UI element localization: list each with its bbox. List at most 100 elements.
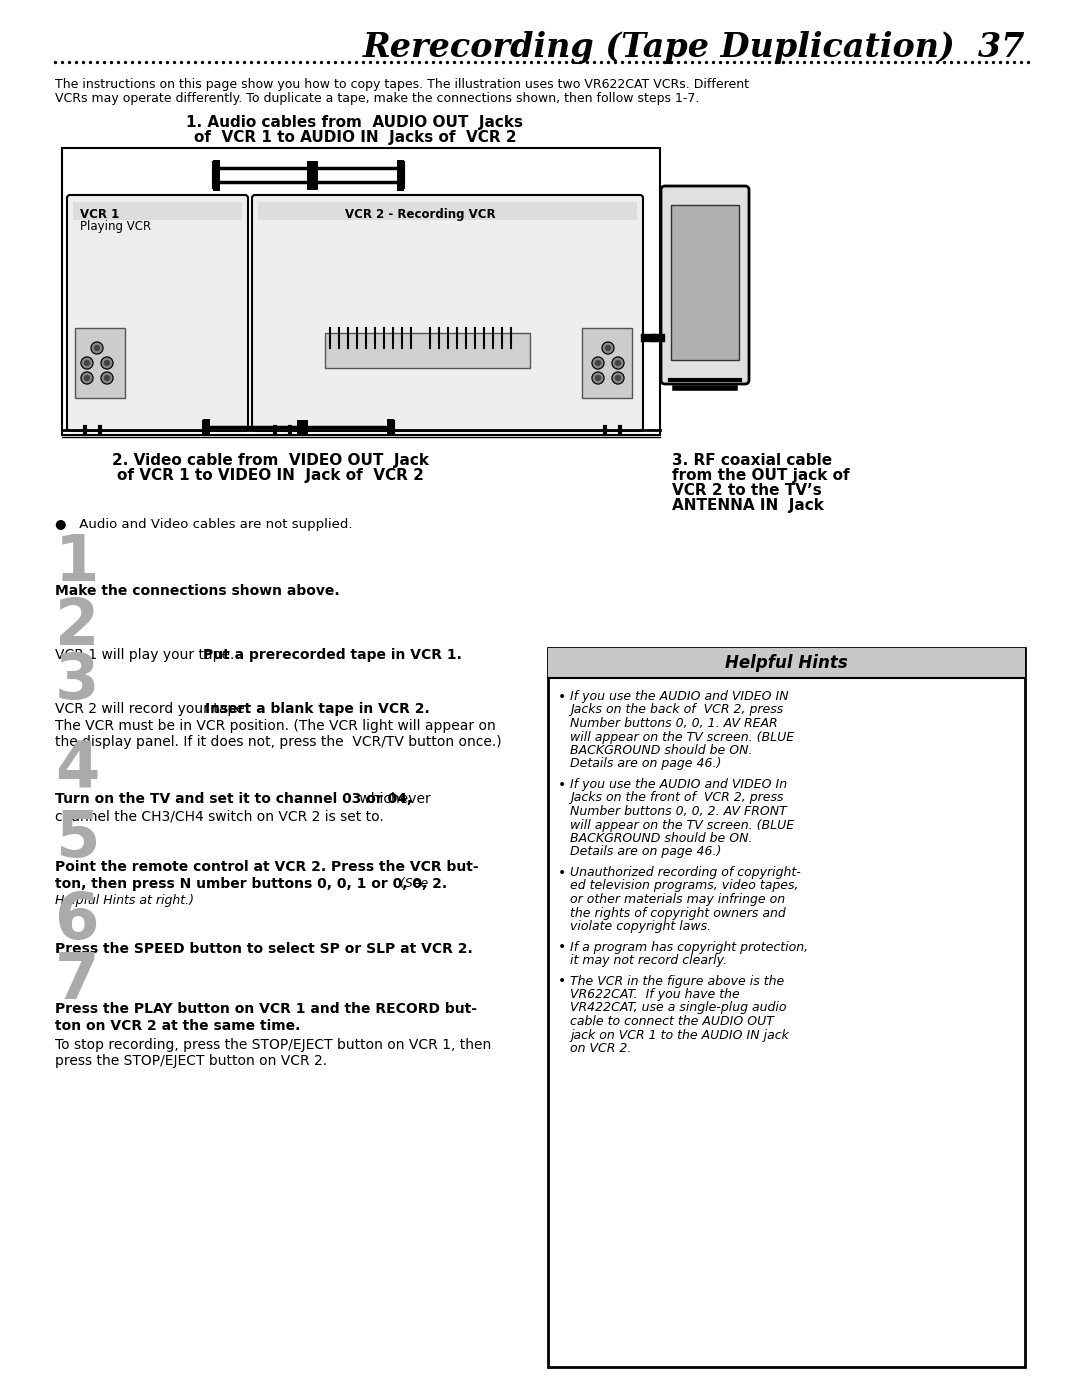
Text: •: •: [558, 690, 566, 704]
Text: will appear on the TV screen. (BLUE: will appear on the TV screen. (BLUE: [570, 819, 794, 831]
Circle shape: [105, 360, 109, 366]
Text: The VCR must be in VCR position. (The VCR light will appear on
the display panel: The VCR must be in VCR position. (The VC…: [55, 719, 501, 749]
Circle shape: [612, 372, 624, 384]
Bar: [548, 648, 1025, 678]
Circle shape: [102, 358, 113, 369]
Text: on VCR 2.: on VCR 2.: [570, 1042, 632, 1055]
Text: of VCR 1 to VIDEO IN  Jack of  VCR 2: of VCR 1 to VIDEO IN Jack of VCR 2: [117, 468, 423, 483]
Text: If you use the AUDIO and VIDEO In: If you use the AUDIO and VIDEO In: [570, 778, 787, 791]
Text: ton on VCR 2 at the same time.: ton on VCR 2 at the same time.: [55, 1018, 300, 1032]
Circle shape: [95, 345, 99, 351]
Bar: [62, 148, 660, 434]
Text: channel the CH3/CH4 switch on VCR 2 is set to.: channel the CH3/CH4 switch on VCR 2 is s…: [55, 809, 383, 823]
Bar: [73, 203, 242, 219]
Text: The VCR in the figure above is the: The VCR in the figure above is the: [570, 975, 784, 988]
Text: If a program has copyright protection,: If a program has copyright protection,: [570, 940, 808, 954]
Circle shape: [84, 376, 90, 380]
Text: 2: 2: [55, 597, 99, 658]
Text: 7: 7: [55, 950, 99, 1011]
Text: whichever: whichever: [355, 792, 431, 806]
Bar: [548, 648, 1025, 1368]
Text: ton, then press N umber buttons 0, 0, 1 or 0, 0, 2.: ton, then press N umber buttons 0, 0, 1 …: [55, 877, 447, 891]
Bar: [325, 332, 530, 367]
Text: To stop recording, press the STOP/EJECT button on VCR 1, then
press the STOP/EJE: To stop recording, press the STOP/EJECT …: [55, 1038, 491, 1069]
Circle shape: [616, 376, 621, 380]
Text: The instructions on this page show you how to copy tapes. The illustration uses : The instructions on this page show you h…: [55, 78, 750, 91]
Bar: [671, 205, 739, 360]
Text: violate copyright laws.: violate copyright laws.: [570, 921, 711, 933]
Text: VR622CAT.  If you have the: VR622CAT. If you have the: [570, 988, 740, 1002]
Circle shape: [592, 372, 604, 384]
Text: VCR 2 will record your tape.: VCR 2 will record your tape.: [55, 703, 254, 717]
Text: the rights of copyright owners and: the rights of copyright owners and: [570, 907, 786, 919]
FancyBboxPatch shape: [252, 196, 643, 432]
Text: (See: (See: [392, 877, 429, 890]
Circle shape: [91, 342, 103, 353]
Text: If you use the AUDIO and VIDEO IN: If you use the AUDIO and VIDEO IN: [570, 690, 788, 703]
Text: •: •: [558, 866, 566, 880]
Text: VCR 1 will play your tape.: VCR 1 will play your tape.: [55, 648, 239, 662]
Text: Press the PLAY button on VCR 1 and the RECORD but-: Press the PLAY button on VCR 1 and the R…: [55, 1002, 477, 1016]
Text: will appear on the TV screen. (BLUE: will appear on the TV screen. (BLUE: [570, 731, 794, 743]
Text: VCR 2 to the TV’s: VCR 2 to the TV’s: [672, 483, 822, 497]
Circle shape: [81, 372, 93, 384]
Circle shape: [102, 372, 113, 384]
Text: BACKGROUND should be ON.: BACKGROUND should be ON.: [570, 745, 753, 757]
Text: Jacks on the back of  VCR 2, press: Jacks on the back of VCR 2, press: [570, 704, 783, 717]
Text: Unauthorized recording of copyright-: Unauthorized recording of copyright-: [570, 866, 800, 879]
Text: •: •: [558, 940, 566, 954]
Circle shape: [602, 342, 615, 353]
Circle shape: [616, 360, 621, 366]
Text: 1: 1: [55, 532, 99, 594]
Text: Rerecording (Tape Duplication)  37: Rerecording (Tape Duplication) 37: [363, 32, 1025, 64]
Circle shape: [105, 376, 109, 380]
Text: Point the remote control at VCR 2. Press the VCR but-: Point the remote control at VCR 2. Press…: [55, 861, 478, 875]
Text: ed television programs, video tapes,: ed television programs, video tapes,: [570, 880, 798, 893]
Text: 6: 6: [55, 890, 99, 951]
Bar: [258, 203, 637, 219]
Circle shape: [81, 358, 93, 369]
Text: Insert a blank tape in VCR 2.: Insert a blank tape in VCR 2.: [205, 703, 430, 717]
Text: Playing VCR: Playing VCR: [80, 219, 151, 233]
Text: Details are on page 46.): Details are on page 46.): [570, 757, 721, 771]
Text: Helpful Hints at right.): Helpful Hints at right.): [55, 894, 194, 907]
Text: Turn on the TV and set it to channel 03 or 04,: Turn on the TV and set it to channel 03 …: [55, 792, 413, 806]
Circle shape: [595, 360, 600, 366]
Text: Helpful Hints: Helpful Hints: [725, 654, 848, 672]
Text: Put a prerecorded tape in VCR 1.: Put a prerecorded tape in VCR 1.: [203, 648, 462, 662]
Text: ANTENNA IN  Jack: ANTENNA IN Jack: [672, 497, 824, 513]
Text: VCR 2 - Recording VCR: VCR 2 - Recording VCR: [345, 208, 496, 221]
Text: VCRs may operate differently. To duplicate a tape, make the connections shown, t: VCRs may operate differently. To duplica…: [55, 92, 700, 105]
Circle shape: [84, 360, 90, 366]
Text: •: •: [558, 975, 566, 989]
Text: •: •: [558, 778, 566, 792]
Text: BACKGROUND should be ON.: BACKGROUND should be ON.: [570, 833, 753, 845]
Text: or other materials may infringe on: or other materials may infringe on: [570, 893, 785, 907]
Text: 4: 4: [55, 740, 99, 802]
Text: jack on VCR 1 to the AUDIO IN jack: jack on VCR 1 to the AUDIO IN jack: [570, 1028, 788, 1042]
Text: of  VCR 1 to AUDIO IN  Jacks of  VCR 2: of VCR 1 to AUDIO IN Jacks of VCR 2: [193, 130, 516, 145]
Bar: [75, 328, 125, 398]
Circle shape: [612, 358, 624, 369]
Circle shape: [595, 376, 600, 380]
FancyBboxPatch shape: [67, 196, 248, 432]
Text: Details are on page 46.): Details are on page 46.): [570, 845, 721, 859]
Text: cable to connect the AUDIO OUT: cable to connect the AUDIO OUT: [570, 1016, 774, 1028]
Bar: [582, 328, 632, 398]
Text: Make the connections shown above.: Make the connections shown above.: [55, 584, 339, 598]
Text: 5: 5: [55, 807, 99, 870]
Circle shape: [606, 345, 610, 351]
Circle shape: [592, 358, 604, 369]
Text: 3: 3: [55, 650, 99, 712]
Text: Number buttons 0, 0, 2. AV FRONT: Number buttons 0, 0, 2. AV FRONT: [570, 805, 786, 819]
Text: 1. Audio cables from  AUDIO OUT  Jacks: 1. Audio cables from AUDIO OUT Jacks: [187, 115, 524, 130]
Text: Number buttons 0, 0, 1. AV REAR: Number buttons 0, 0, 1. AV REAR: [570, 717, 778, 731]
Text: Press the SPEED button to select SP or SLP at VCR 2.: Press the SPEED button to select SP or S…: [55, 942, 473, 956]
Text: it may not record clearly.: it may not record clearly.: [570, 954, 727, 967]
Text: 3. RF coaxial cable: 3. RF coaxial cable: [672, 453, 832, 468]
Text: from the OUT jack of: from the OUT jack of: [672, 468, 850, 483]
Text: 2. Video cable from  VIDEO OUT  Jack: 2. Video cable from VIDEO OUT Jack: [111, 453, 429, 468]
Text: Jacks on the front of  VCR 2, press: Jacks on the front of VCR 2, press: [570, 792, 783, 805]
Text: VR422CAT, use a single-plug audio: VR422CAT, use a single-plug audio: [570, 1002, 786, 1014]
FancyBboxPatch shape: [661, 186, 750, 384]
